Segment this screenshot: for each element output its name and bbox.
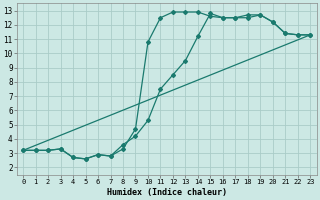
X-axis label: Humidex (Indice chaleur): Humidex (Indice chaleur) [107,188,227,197]
